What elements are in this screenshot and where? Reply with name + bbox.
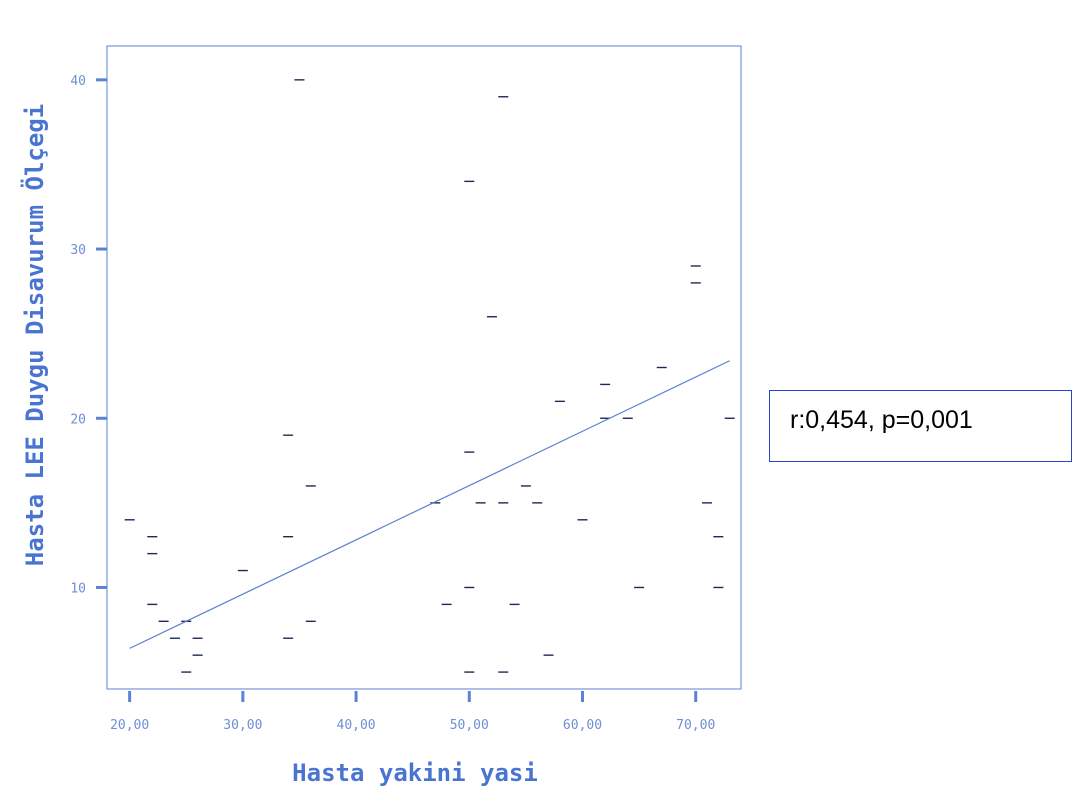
x-axis-ticks: 20,00 30,00 40,00 50,00 60,00 70,00	[110, 691, 715, 733]
fit-line	[129, 360, 730, 649]
y-tick-label: 30	[70, 243, 86, 258]
y-axis-ticks: 10 20 30 40	[70, 74, 107, 596]
fit-line-group	[129, 360, 730, 649]
y-tick-label: 40	[70, 74, 86, 89]
x-tick-label: 70,00	[676, 718, 715, 733]
y-axis-title: Hasta LEE Duygu Disavurum Ölçegi	[19, 104, 49, 566]
x-tick-label: 60,00	[563, 718, 602, 733]
correlation-annotation-box: r:0,454, p=0,001	[769, 390, 1072, 462]
correlation-annotation-text: r:0,454, p=0,001	[790, 406, 973, 434]
x-tick-label: 50,00	[450, 718, 489, 733]
y-tick-label: 20	[70, 412, 86, 427]
x-tick-label: 30,00	[223, 718, 262, 733]
x-tick-label: 40,00	[337, 718, 376, 733]
x-tick-label: 20,00	[110, 718, 149, 733]
x-axis-title: Hasta yakini yasi	[292, 759, 538, 787]
y-tick-label: 10	[70, 581, 86, 596]
scatter-points	[124, 79, 735, 673]
plot-area	[106, 45, 742, 690]
